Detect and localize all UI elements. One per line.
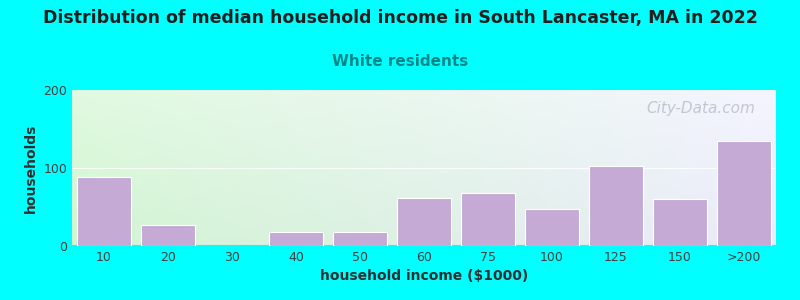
Bar [717,141,771,246]
Bar [653,199,707,246]
Bar [141,225,195,246]
Y-axis label: households: households [24,123,38,213]
Bar [77,177,131,246]
Bar [525,209,579,246]
Text: City-Data.com: City-Data.com [646,101,755,116]
Text: White residents: White residents [332,54,468,69]
Bar [269,232,323,246]
Bar [589,167,643,246]
X-axis label: household income ($1000): household income ($1000) [320,269,528,284]
Text: Distribution of median household income in South Lancaster, MA in 2022: Distribution of median household income … [42,9,758,27]
Bar [397,198,451,246]
Bar [333,232,387,246]
Bar [461,193,515,246]
